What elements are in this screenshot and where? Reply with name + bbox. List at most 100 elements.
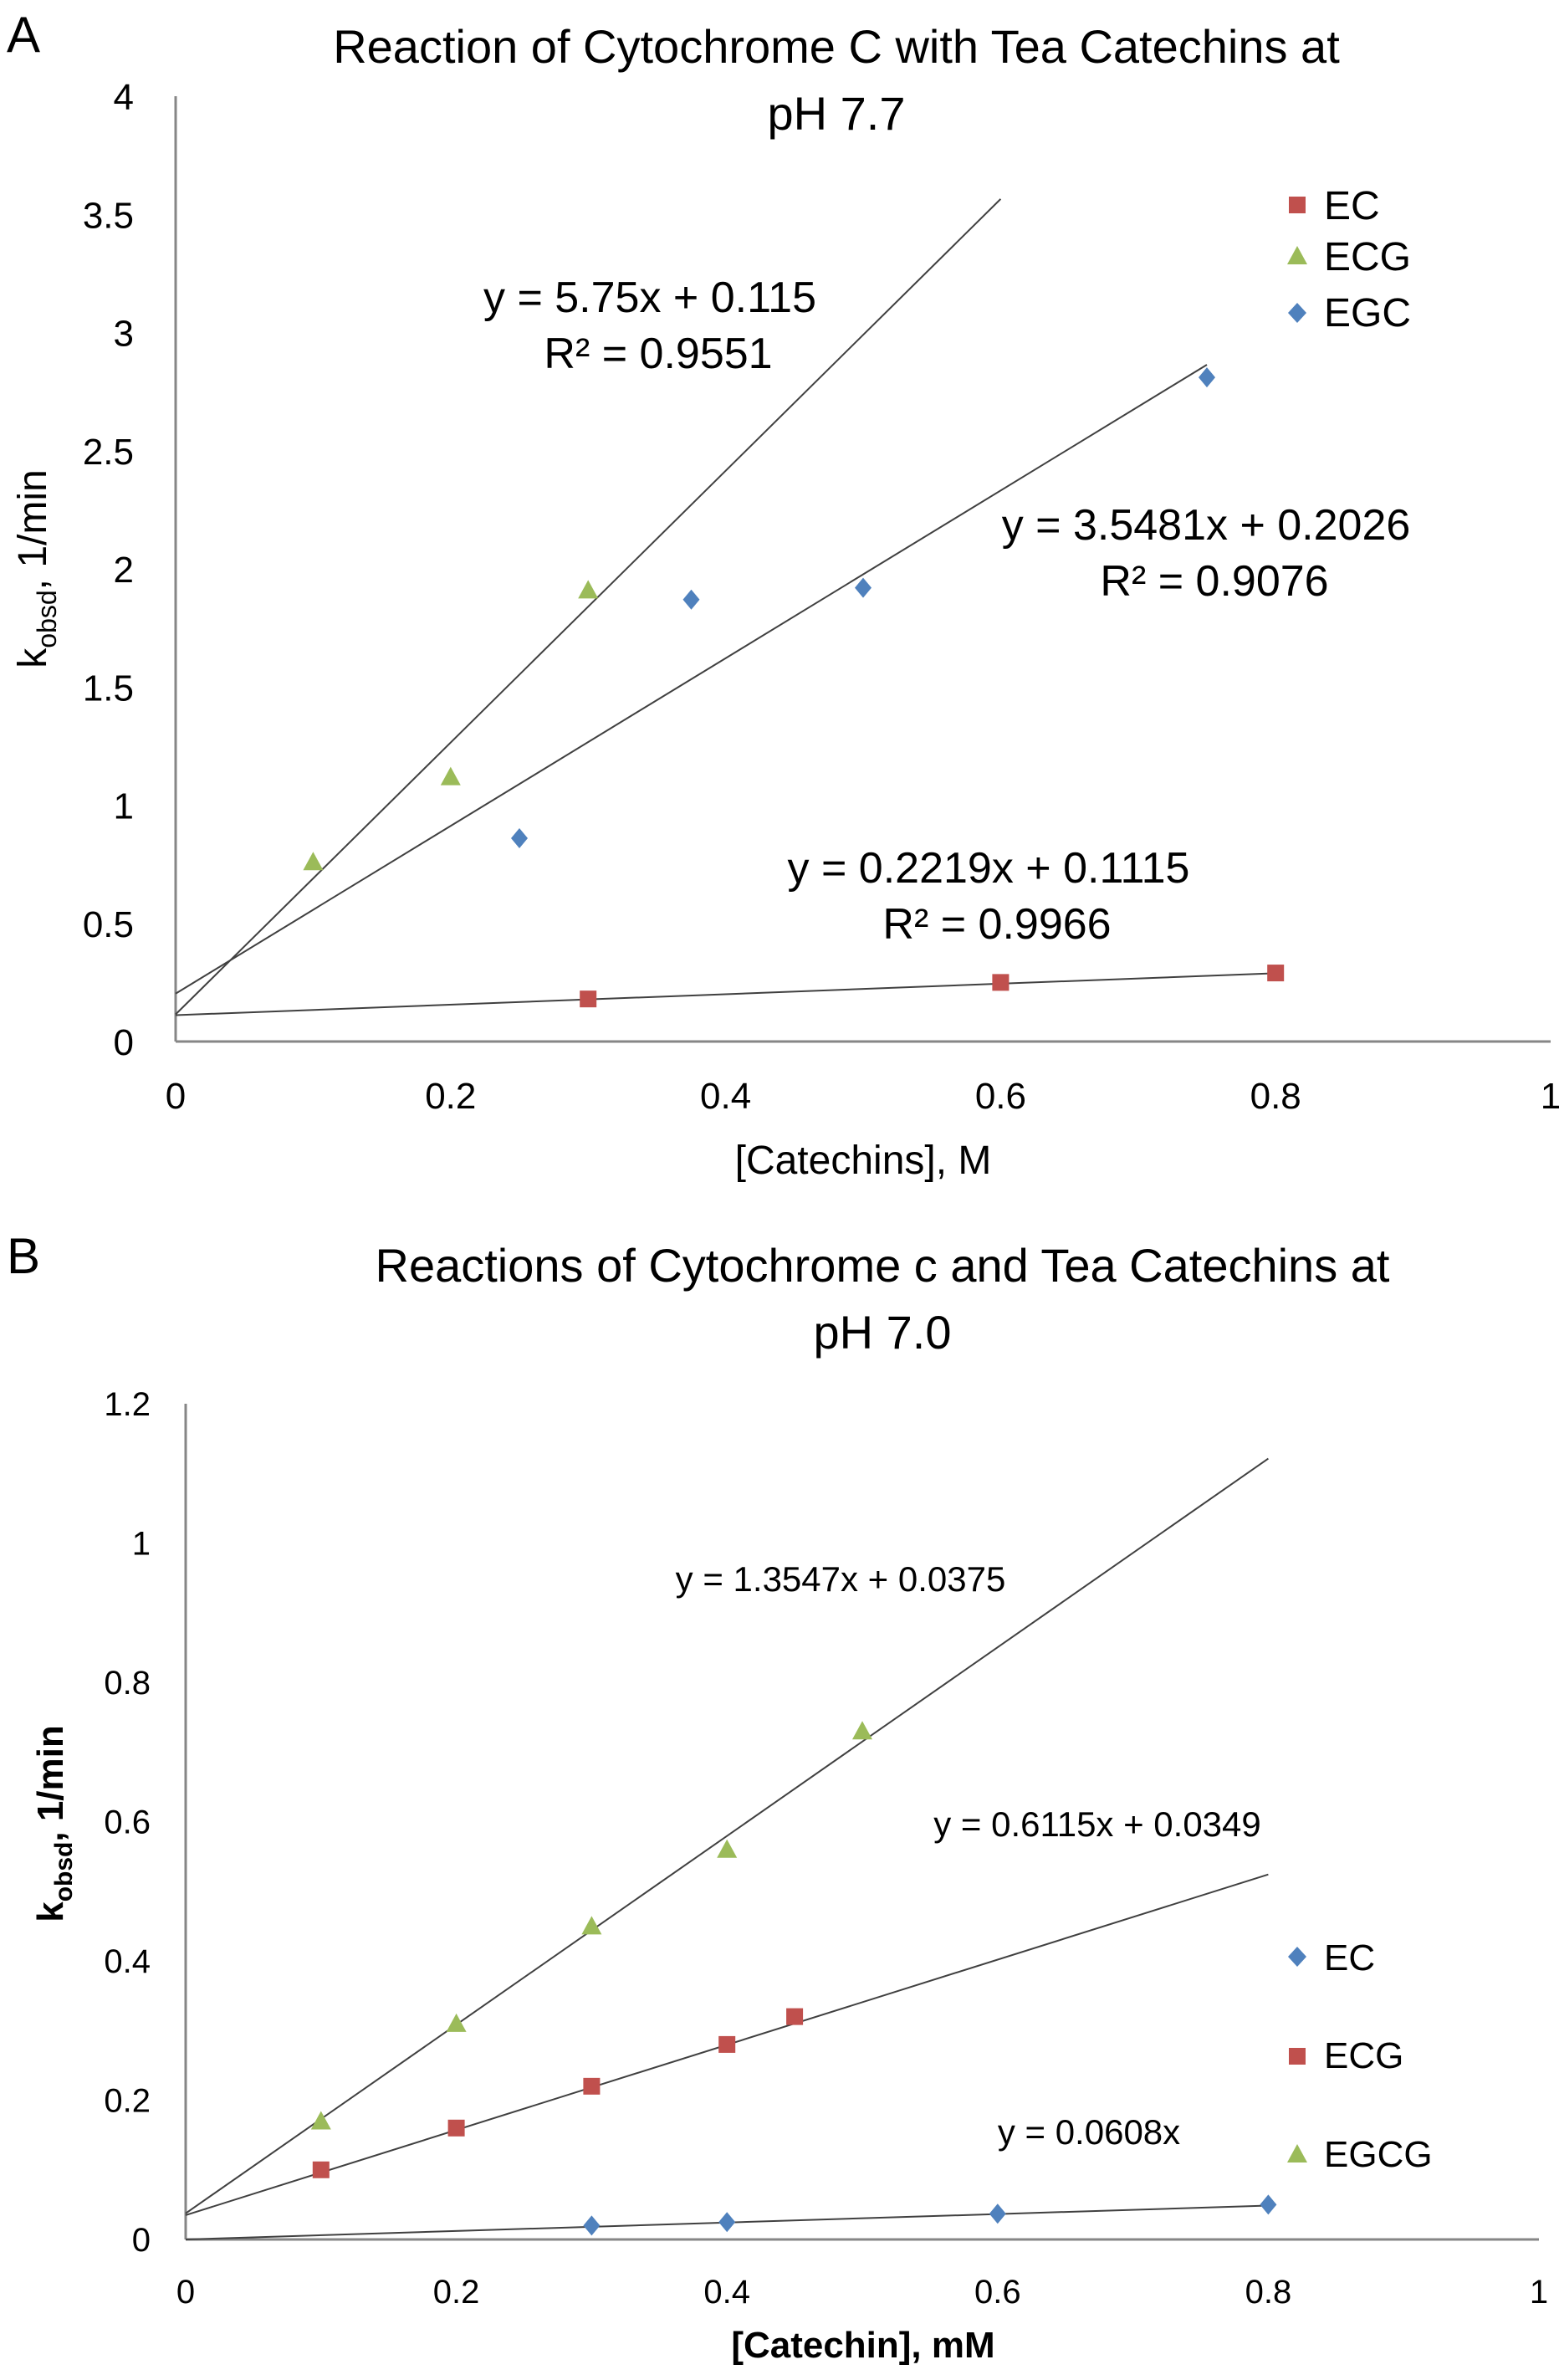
panel-b-y-label-sub: obsd <box>50 1842 78 1902</box>
panel-a-title-line-1: Reaction of Cytochrome C with Tea Catech… <box>333 20 1340 73</box>
panel-a-legend-egc-marker <box>1288 303 1306 323</box>
panel-b-y-axis-label: kobsd, 1/min <box>30 1725 78 1922</box>
panel-a-ecg-equation: y = 5.75x + 0.115 <box>483 274 816 322</box>
panel-a-point-ec <box>992 974 1010 991</box>
panel-b-point-egcg <box>852 1721 872 1740</box>
panel-a-tick-labels: 0 0.5 1 1.5 2 2.5 3 3.5 4 0 0.2 0.4 0.6 0.8 1 <box>83 77 1559 1117</box>
panel-a-point-ec <box>1267 965 1285 982</box>
panel-a-y-axis-label: kobsd, 1/min <box>11 469 62 668</box>
panel-a-y-label-units: , 1/min <box>11 469 55 590</box>
panel-a-x-tick-label: 1 <box>1541 1076 1559 1117</box>
panel-b-x-tick-label: 0.6 <box>974 2274 1021 2311</box>
panel-a-x-tick-label: 0.8 <box>1250 1076 1301 1117</box>
panel-a-x-axis-label: [Catechins], M <box>735 1139 992 1183</box>
panel-a-point-egc <box>855 577 872 598</box>
panel-a-ec-equation: y = 0.2219x + 0.1115 <box>788 844 1190 893</box>
panel-b-tick-labels: 0 0.2 0.4 0.6 0.8 1 1.2 0 0.2 0.4 0.6 0.8 1 <box>104 1386 1548 2311</box>
panel-b-x-tick-label: 0 <box>176 2274 195 2311</box>
panel-b-x-tick-label: 0.8 <box>1245 2274 1292 2311</box>
panel-b-point-ecg <box>583 2077 601 2095</box>
panel-a-y-tick-label: 0 <box>114 1022 134 1063</box>
panel-b-point-egcg <box>310 2111 331 2130</box>
panel-b-point-egcg <box>446 2013 467 2032</box>
panel-b-legend-ec-label: EC <box>1324 1937 1375 1978</box>
panel-b-legend-ec-marker <box>1288 1947 1306 1967</box>
panel-a-x-tick-label: 0.6 <box>975 1076 1026 1117</box>
panel-a-title-line-2: pH 7.7 <box>768 87 906 140</box>
panel-a-y-tick-label: 3 <box>114 314 134 355</box>
panel-b-y-tick-label: 1 <box>132 1526 151 1563</box>
panel-b-point-ecg <box>718 2035 736 2053</box>
panel-a-y-tick-label: 3.5 <box>83 195 134 236</box>
panel-b-y-tick-label: 0 <box>132 2222 151 2259</box>
panel-a-y-tick-label: 1.5 <box>83 668 134 709</box>
panel-a-point-egc <box>1199 367 1215 388</box>
panel-a-trendline-ecg <box>175 198 1002 1016</box>
panel-b-point-egcg <box>717 1839 738 1858</box>
panel-b-y-tick-label: 0.4 <box>104 1943 151 1980</box>
panel-b-x-tick-label: 0.2 <box>433 2274 480 2311</box>
panel-a-ec-r2: R² = 0.9966 <box>882 900 1111 949</box>
panel-b-point-ecg <box>786 2008 804 2025</box>
panel-a-y-label-sub: obsd <box>32 590 62 647</box>
panel-b-title-line-2: pH 7.0 <box>814 1306 952 1359</box>
panel-a-y-tick-label: 2 <box>114 550 134 591</box>
panel-a-egc-equation: y = 3.5481x + 0.2026 <box>1002 501 1411 550</box>
panel-b-legend-ecg-marker <box>1289 2048 1306 2065</box>
panel-a-letter: A <box>7 7 40 63</box>
panel-a-y-tick-label: 0.5 <box>83 904 134 945</box>
panel-b-point-ec <box>583 2215 601 2236</box>
panel-b-legend-egcg-label: EGCG <box>1324 2134 1433 2175</box>
panel-b-point-ec <box>989 2203 1006 2224</box>
panel-b-y-tick-label: 0.6 <box>104 1804 151 1841</box>
panel-a-y-label-k: k <box>11 647 55 668</box>
panel-a-point-ecg <box>440 766 461 786</box>
panel-b-y-tick-label: 1.2 <box>104 1386 151 1423</box>
panel-b-egcg-equation: y = 1.3547x + 0.0375 <box>676 1559 1006 1599</box>
panel-b-chart: B Reactions of Cytochrome c and Tea Cate… <box>7 1228 1548 2366</box>
panel-a-trendline-ec <box>175 972 1276 1016</box>
panel-b-point-ecg <box>312 2161 330 2178</box>
panel-a-legend: EC ECG EGC <box>1287 184 1411 335</box>
panel-b-point-egcg <box>581 1916 602 1935</box>
panel-b-ec-equation: y = 0.0608x <box>998 2112 1180 2152</box>
panel-a-legend-ecg-marker <box>1287 246 1307 264</box>
panel-a-egc-r2: R² = 0.9076 <box>1100 557 1328 606</box>
panel-b-point-ec <box>718 2212 736 2233</box>
panel-a-point-ecg <box>578 580 599 599</box>
panel-a-x-tick-label: 0.2 <box>425 1076 476 1117</box>
panel-a-point-egc <box>511 828 528 849</box>
panel-a-trendline-egc <box>175 364 1208 995</box>
panel-a-legend-egc-label: EGC <box>1324 291 1411 335</box>
panel-b-letter: B <box>7 1228 40 1284</box>
panel-a-point-egc <box>682 589 700 610</box>
panel-b-legend: EC ECG EGCG <box>1287 1937 1433 2175</box>
panel-a-x-tick-label: 0 <box>166 1076 186 1117</box>
panel-a-data-points <box>303 367 1285 1008</box>
panel-a-y-tick-label: 2.5 <box>83 432 134 473</box>
panel-b-y-tick-label: 0.8 <box>104 1665 151 1702</box>
panel-b-data-points <box>310 1721 1277 2236</box>
panel-b-y-label-units: , 1/min <box>30 1725 71 1841</box>
panel-a-point-ec <box>580 990 597 1008</box>
panel-a-ecg-r2: R² = 0.9551 <box>544 330 772 378</box>
panel-b-y-label-k: k <box>30 1901 71 1922</box>
panel-b-legend-ecg-label: ECG <box>1324 2035 1403 2076</box>
panel-a-legend-ec-label: EC <box>1324 184 1380 228</box>
panel-b-point-ecg <box>447 2119 465 2137</box>
panel-b-x-tick-label: 0.4 <box>703 2274 750 2311</box>
panel-b-x-tick-label: 1 <box>1530 2274 1548 2311</box>
panel-b-trendline-egcg <box>185 1457 1269 2214</box>
panel-a-chart: A Reaction of Cytochrome C with Tea Cate… <box>7 7 1559 1183</box>
panel-b-point-ec <box>1260 2194 1277 2215</box>
panel-a-legend-ec-marker <box>1289 197 1306 213</box>
panel-a-y-tick-label: 4 <box>114 77 134 118</box>
panel-b-x-axis-label: [Catechin], mM <box>731 2325 994 2366</box>
panel-a-y-tick-label: 1 <box>114 786 134 827</box>
panel-b-ecg-equation: y = 0.6115x + 0.0349 <box>933 1804 1261 1844</box>
panel-b-legend-egcg-marker <box>1287 2144 1307 2162</box>
panel-a-legend-ecg-label: ECG <box>1324 235 1411 279</box>
panel-a-point-ecg <box>303 852 324 871</box>
panel-a-x-tick-label: 0.4 <box>700 1076 751 1117</box>
